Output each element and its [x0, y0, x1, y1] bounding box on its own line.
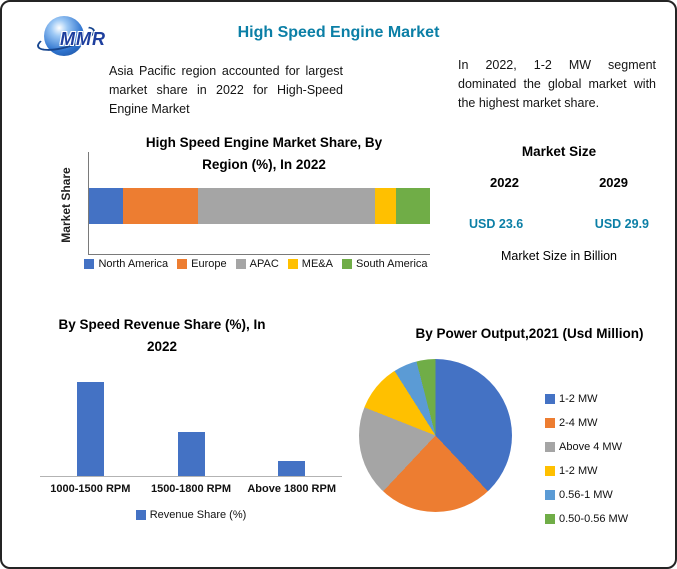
power-legend-item: 2-4 MW [545, 417, 628, 429]
region-legend: North America Europe APAC ME&A South America [70, 258, 442, 270]
region-legend-item-label: South America [355, 258, 428, 270]
region-chart-x-axis [88, 254, 430, 255]
speed-bar-area [140, 372, 242, 477]
region-segment-1 [89, 188, 124, 224]
market-size-year-start: 2022 [490, 175, 519, 190]
region-legend-item-swatch [177, 259, 188, 269]
power-legend-item: 1-2 MW [545, 465, 628, 477]
power-legend-item: 1-2 MW [545, 393, 628, 405]
market-size-value-end: USD 29.9 [594, 217, 649, 231]
speed-legend-item-swatch [135, 510, 146, 520]
speed-bar-col: Above 1800 RPM [241, 372, 343, 495]
market-size-block: Market Size 2022 2029 USD 23.6 USD 29.9 … [460, 144, 658, 263]
power-legend-item-swatch [545, 442, 555, 452]
region-legend-item-swatch [287, 259, 298, 269]
region-legend-item: ME&A [287, 258, 333, 270]
region-legend-item: APAC [235, 258, 279, 270]
power-legend-item-label: Above 4 MW [559, 441, 622, 453]
speed-chart-title: By Speed Revenue Share (%), In 2022 [58, 317, 266, 355]
region-chart-ylabel: Market Share [59, 167, 73, 243]
region-legend-item-swatch [84, 259, 95, 269]
speed-legend-item-label: Revenue Share (%) [149, 509, 247, 521]
speed-bar-area [241, 372, 343, 477]
region-legend-item-label: Europe [191, 258, 227, 270]
region-segment-4 [375, 188, 396, 224]
speed-bar-label: 1500-1800 RPM [150, 483, 232, 495]
logo-text: MMR [60, 29, 106, 49]
market-size-year-end: 2029 [599, 175, 628, 190]
speed-bar-area [40, 372, 141, 477]
region-legend-item-swatch [235, 259, 246, 269]
speed-bar [177, 432, 205, 476]
globe-icon [44, 16, 84, 56]
region-stacked-bar [89, 188, 430, 224]
region-legend-item-swatch [341, 259, 352, 269]
market-size-unit-label: Market Size in Billion [500, 249, 617, 263]
market-size-heading: Market Size [521, 144, 597, 159]
region-chart-title: High Speed Engine Market Share, By Regio… [145, 135, 383, 172]
power-legend-item: 0.56-1 MW [545, 489, 628, 501]
mmr-logo: MMR [38, 12, 122, 64]
region-segment-3 [198, 188, 376, 224]
power-legend-item: 0.50-0.56 MW [545, 513, 628, 525]
speed-bar-col: 1500-1800 RPM [140, 372, 242, 495]
page-title: High Speed Engine Market [237, 24, 440, 41]
power-legend-item-swatch [545, 418, 555, 428]
speed-bar-col: 1000-1500 RPM [40, 372, 141, 495]
speed-legend: Revenue Share (%) [40, 509, 342, 521]
power-legend-item-swatch [545, 466, 555, 476]
region-legend-item-label: APAC [249, 258, 279, 270]
region-chart-y-axis [88, 152, 89, 254]
power-legend-item-label: 0.56-1 MW [559, 489, 613, 501]
power-legend-item: Above 4 MW [545, 441, 628, 453]
region-legend-item: North America [84, 258, 168, 270]
market-size-values: USD 23.6 USD 29.9 [460, 217, 658, 231]
power-legend-item-label: 0.50-0.56 MW [559, 513, 629, 525]
power-legend-item-label: 1-2 MW [559, 393, 598, 405]
power-legend-item-label: 1-2 MW [559, 465, 598, 477]
market-size-value-start: USD 23.6 [469, 217, 524, 231]
speed-bar-label: 1000-1500 RPM [50, 483, 131, 495]
speed-legend-item: Revenue Share (%) [135, 509, 247, 521]
segment-note: In 2022, 1-2 MW segment dominated the gl… [458, 58, 656, 110]
power-legend-item-swatch [545, 394, 555, 404]
power-legend: 1-2 MW 2-4 MW Above 4 MW 1-2 MW 0.56-1 MW 0.5… [545, 393, 628, 525]
power-chart-title: By Power Output,2021 (Usd Million) [415, 326, 644, 341]
region-legend-item-label: ME&A [301, 258, 333, 270]
power-legend-item-label: 2-4 MW [559, 417, 598, 429]
speed-bar [278, 461, 306, 476]
region-legend-item: South America [341, 258, 428, 270]
power-pie [359, 359, 512, 512]
region-legend-item: Europe [177, 258, 227, 270]
speed-bars: 1000-1500 RPM 1500-1800 RPM Above 1800 RPM [40, 372, 343, 495]
market-size-years: 2022 2029 [460, 175, 658, 190]
region-legend-item-label: North America [98, 258, 169, 270]
power-legend-item-swatch [545, 490, 555, 500]
region-note: Asia Pacific region accounted for larges… [109, 64, 343, 116]
speed-bar-label: Above 1800 RPM [247, 483, 336, 495]
power-legend-item-swatch [545, 514, 555, 524]
region-segment-2 [123, 188, 199, 224]
speed-bar [76, 382, 104, 476]
region-segment-5 [395, 188, 430, 224]
